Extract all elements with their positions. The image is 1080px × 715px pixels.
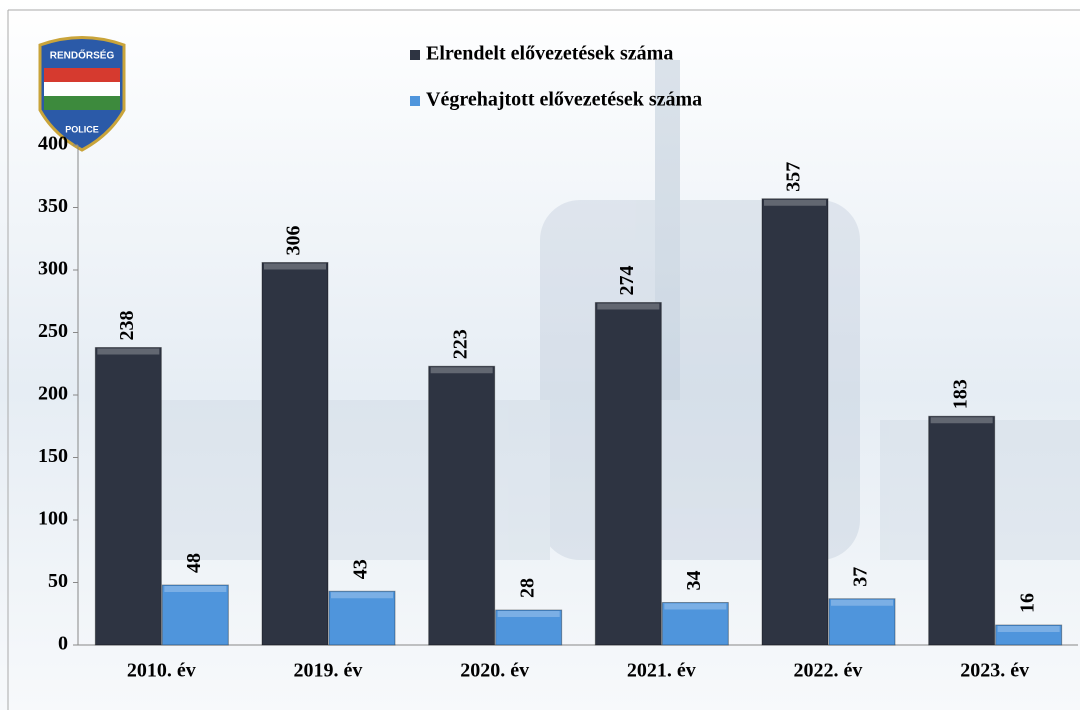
bar <box>661 602 729 646</box>
value-label: 274 <box>616 266 638 296</box>
bar-highlight <box>997 626 1060 632</box>
x-tick-label: 2021. év <box>627 660 696 682</box>
bar <box>761 198 829 646</box>
value-label: 48 <box>183 553 205 573</box>
value-label: 16 <box>1016 593 1038 613</box>
y-tick-label: 400 <box>38 133 68 155</box>
value-label: 28 <box>516 578 538 598</box>
y-tick-label: 0 <box>58 633 68 655</box>
x-tick-label: 2022. év <box>794 660 863 682</box>
bar <box>828 598 896 646</box>
y-tick-label: 50 <box>48 570 68 592</box>
logo: RENDŐRSÉG POLICE <box>38 36 126 152</box>
bar-highlight <box>597 303 660 310</box>
x-tick-label: 2020. év <box>460 660 529 682</box>
y-tick-label: 150 <box>38 445 68 467</box>
bar-highlight <box>664 603 727 610</box>
legend-label: Elrendelt elővezetések száma <box>426 43 673 65</box>
bar-highlight <box>164 586 227 592</box>
bar-highlight <box>97 348 160 355</box>
bar <box>928 415 996 646</box>
y-tick-label: 350 <box>38 195 68 217</box>
legend-marker <box>410 96 420 106</box>
bar <box>261 262 329 646</box>
value-label: 34 <box>683 571 705 591</box>
x-tick-label: 2010. év <box>127 660 196 682</box>
legend-marker <box>410 50 420 60</box>
bar <box>161 584 229 646</box>
bar-highlight <box>264 263 326 270</box>
bar <box>328 590 396 646</box>
value-label: 238 <box>116 311 138 341</box>
bar <box>995 624 1063 646</box>
bar <box>495 609 563 646</box>
y-tick-label: 200 <box>38 383 68 405</box>
value-label: 37 <box>850 567 872 587</box>
bar <box>428 365 496 646</box>
bar-highlight <box>497 611 560 617</box>
value-label: 223 <box>449 329 471 359</box>
y-tick-label: 100 <box>38 508 68 530</box>
logo-text: POLICE <box>65 124 99 134</box>
value-label: 43 <box>350 559 372 579</box>
value-label: 183 <box>949 379 971 409</box>
bar <box>94 347 162 646</box>
bar-highlight <box>764 199 826 206</box>
value-label: 306 <box>283 226 305 256</box>
bar-highlight <box>831 599 893 606</box>
bar-highlight <box>430 367 493 374</box>
legend-label: Végrehajtott elővezetések száma <box>426 89 702 111</box>
y-tick-label: 300 <box>38 258 68 280</box>
value-label: 357 <box>783 162 805 192</box>
x-tick-label: 2019. év <box>294 660 363 682</box>
bar-highlight <box>930 417 993 424</box>
bar <box>594 302 662 646</box>
x-tick-label: 2023. év <box>960 660 1029 682</box>
bar-highlight <box>331 592 393 599</box>
logo-text: RENDŐRSÉG <box>50 49 115 62</box>
y-tick-label: 250 <box>38 320 68 342</box>
